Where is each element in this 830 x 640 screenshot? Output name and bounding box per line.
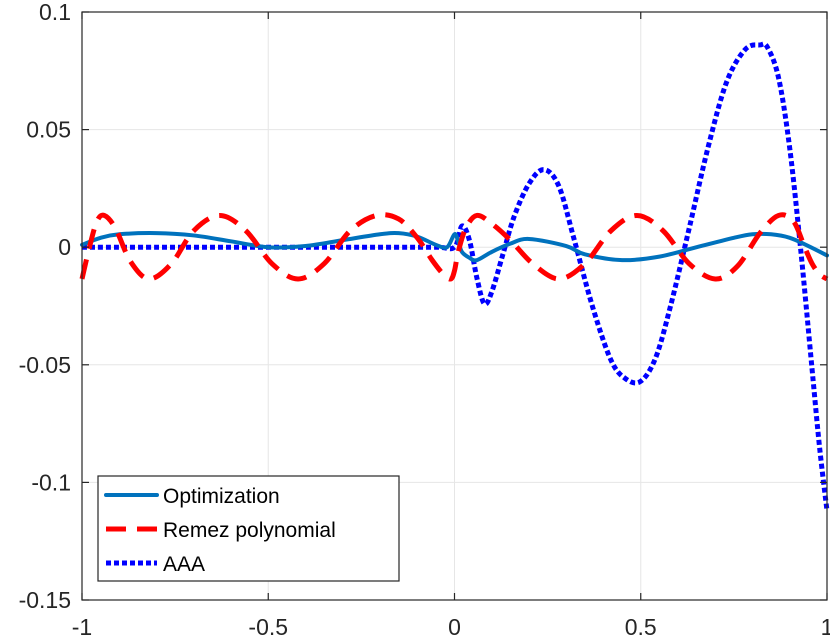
y-tick-label: -0.05 [19,352,71,378]
x-tick-label: -1 [72,614,92,640]
legend-label-remez-polynomial: Remez polynomial [163,519,336,542]
series-layer [79,41,830,511]
y-tick-label: 0.05 [26,117,71,143]
series-line-optimization [80,230,829,263]
x-tick-label: -0.5 [248,614,288,640]
y-tick-label: -0.1 [31,469,71,495]
ticks: -1 -0.5 0 0.5 1 -0.15 -0.1 -0.05 0 0.05 0.1 [19,0,830,640]
x-tick-label: 0.5 [625,614,657,640]
x-tick-label: 1 [821,614,830,640]
legend-label-optimization: Optimization [163,485,280,508]
series-line-remez-polynomial [79,212,829,282]
series-line-aaa [82,41,830,511]
y-tick-label: -0.15 [19,587,71,613]
x-tick-label: 0 [448,614,461,640]
legend-label-aaa: AAA [163,553,205,576]
y-tick-label: 0.1 [39,0,71,25]
legend: Optimization Remez polynomial AAA [97,475,400,582]
y-tick-label: 0 [58,234,71,260]
